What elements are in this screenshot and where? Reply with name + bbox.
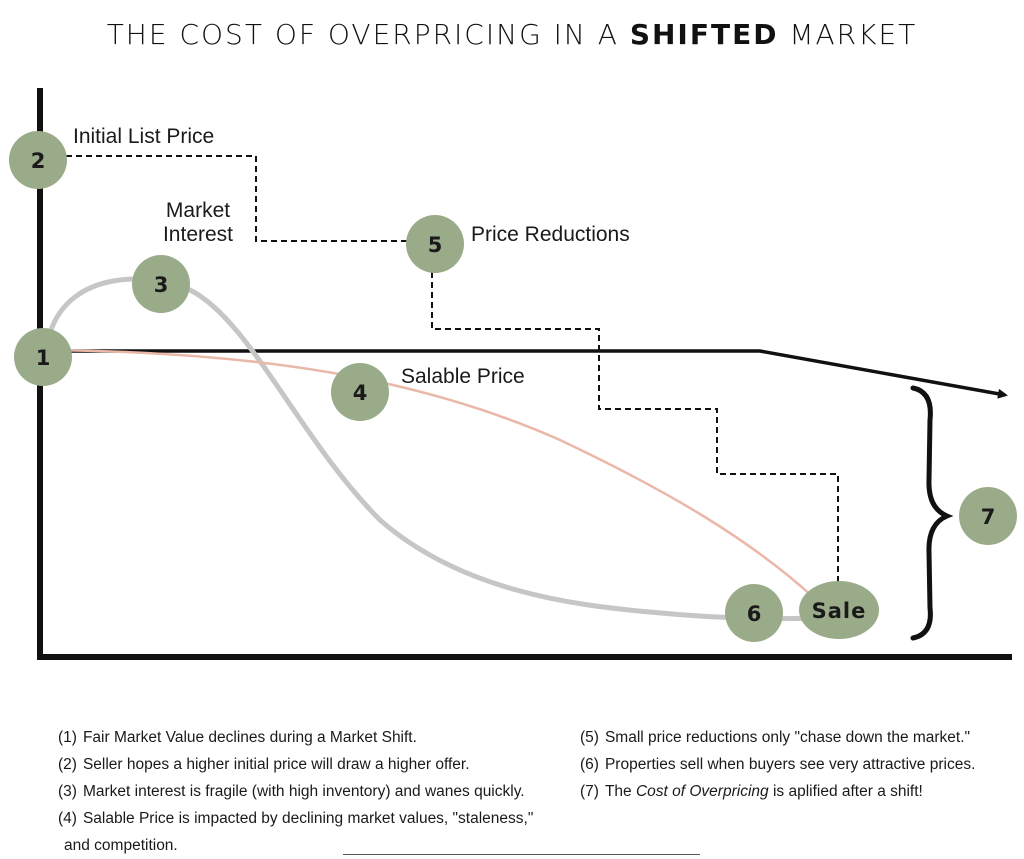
note-6-number: (6) xyxy=(580,756,599,773)
note-7-emphasis: Cost of Overpricing xyxy=(635,783,769,800)
bottom-divider xyxy=(343,854,700,855)
note-7: (7) The Cost of Overpricing is aplified a… xyxy=(580,778,1010,805)
market-interest-label-line1: Market xyxy=(166,199,230,222)
title-bold: SHIFTED xyxy=(629,18,779,51)
marker-4-label: 4 xyxy=(353,381,368,405)
list-price-steps xyxy=(66,155,410,242)
marker-2-label: 2 xyxy=(31,149,46,173)
title-prefix: THE COST OF OVERPRICING IN A xyxy=(106,18,619,51)
page-title: THE COST OF OVERPRICING IN A SHIFTED MAR… xyxy=(0,18,1024,51)
marker-1: 1 xyxy=(14,328,72,386)
note-6: (6) Properties sell when buyers see very … xyxy=(580,751,1010,778)
marker-7-label: 7 xyxy=(981,505,996,529)
note-7-pre: The xyxy=(604,783,636,800)
note-7-number: (7) xyxy=(580,783,599,800)
note-5: (5) Small price reductions only "chase do… xyxy=(580,724,1010,751)
initial-list-price-label: Initial List Price xyxy=(73,125,214,148)
note-1-number: (1) xyxy=(58,729,77,746)
note-2: (2) Seller hopes a higher initial price w… xyxy=(58,751,578,778)
marker-7: 7 xyxy=(959,487,1017,545)
note-1: (1) Fair Market Value declines during a M… xyxy=(58,724,578,751)
marker-3: 3 xyxy=(132,255,190,313)
notes-left-column: (1) Fair Market Value declines during a M… xyxy=(58,724,578,859)
notes-right-column: (5) Small price reductions only "chase do… xyxy=(580,724,1010,805)
note-1-text: Fair Market Value declines during a Mark… xyxy=(82,729,417,746)
note-3-text: Market interest is fragile (with high in… xyxy=(82,783,525,800)
marker-5-label: 5 xyxy=(428,233,443,257)
note-5-text: Small price reductions only "chase down … xyxy=(604,729,971,746)
salable-price-curve xyxy=(44,348,813,597)
note-4: (4) Salable Price is impacted by declinin… xyxy=(58,805,578,859)
note-4-text: Salable Price is impacted by declining m… xyxy=(82,810,534,827)
market-value-line xyxy=(42,349,1008,399)
marker-5: 5 xyxy=(406,215,464,273)
cost-brace xyxy=(910,385,954,641)
sale-marker: Sale xyxy=(799,581,879,639)
note-7-post: is aplified after a shift! xyxy=(768,783,923,800)
note-2-number: (2) xyxy=(58,756,77,773)
salable-price-label: Salable Price xyxy=(401,365,525,388)
sale-label: Sale xyxy=(812,599,867,623)
overpricing-diagram: Initial List Price Market Interest Price… xyxy=(9,88,1017,660)
note-4-continuation: and competition. xyxy=(64,837,178,854)
price-reductions-label: Price Reductions xyxy=(471,223,630,246)
note-4-number: (4) xyxy=(58,810,77,827)
note-6-text: Properties sell when buyers see very att… xyxy=(604,756,976,773)
marker-6-label: 6 xyxy=(747,602,762,626)
marker-1-label: 1 xyxy=(36,346,51,370)
market-interest-curve xyxy=(47,276,821,622)
marker-4: 4 xyxy=(331,363,389,421)
title-suffix: MARKET xyxy=(789,18,918,51)
marker-2: 2 xyxy=(9,131,67,189)
marker-3-label: 3 xyxy=(154,273,169,297)
market-interest-label-line2: Interest xyxy=(163,223,233,246)
note-3: (3) Market interest is fragile (with high… xyxy=(58,778,578,805)
note-3-number: (3) xyxy=(58,783,77,800)
note-2-text: Seller hopes a higher initial price will… xyxy=(82,756,470,773)
list-price-reductions xyxy=(431,272,839,588)
note-5-number: (5) xyxy=(580,729,599,746)
marker-6: 6 xyxy=(725,584,783,642)
